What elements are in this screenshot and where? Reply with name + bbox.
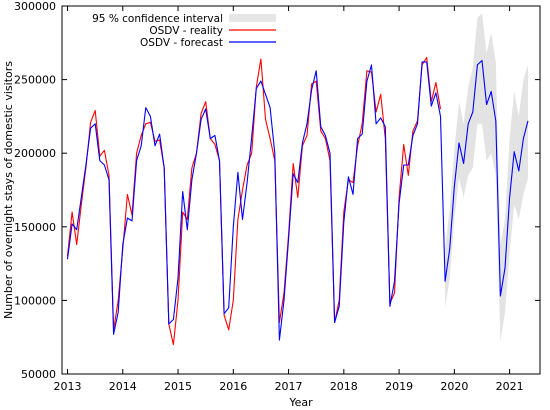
x-tick-label: 2013 — [54, 380, 82, 393]
confidence-band — [445, 13, 528, 342]
legend-label-forecast: OSDV - forecast — [140, 37, 223, 49]
y-axis-title: Number of overnight stays of domestic vi… — [2, 61, 15, 319]
x-axis-title: Year — [288, 396, 313, 409]
legend-swatch-ci — [229, 14, 276, 22]
x-tick-label: 2019 — [385, 380, 413, 393]
x-tick-label: 2015 — [164, 380, 192, 393]
ticks-layer: 2013 2014 2015 2016 2017 2018 2019 2020 2021 5000… — [14, 0, 540, 393]
x-tick-label: 2021 — [496, 380, 524, 393]
y-tick-label: 300000 — [14, 0, 56, 13]
y-tick-label: 50000 — [21, 368, 56, 381]
confidence-interval-layer — [445, 13, 528, 342]
legend-label-ci: 95 % confidence interval — [92, 13, 223, 25]
x-tick-label: 2018 — [330, 380, 358, 393]
series-layer — [66, 56, 529, 346]
y-tick-label: 200000 — [14, 147, 56, 160]
x-tick-label: 2016 — [219, 380, 247, 393]
y-tick-label: 250000 — [14, 74, 56, 87]
plot-frame — [61, 5, 541, 375]
series-line-reality — [66, 56, 442, 346]
x-tick-label: 2020 — [440, 380, 468, 393]
x-tick-label: 2017 — [275, 380, 303, 393]
y-tick-label: 150000 — [14, 221, 56, 234]
series-line-forecast — [66, 59, 529, 341]
x-tick-label: 2014 — [109, 380, 137, 393]
legend-label-reality: OSDV - reality — [149, 25, 223, 37]
y-tick-label: 100000 — [14, 294, 56, 307]
